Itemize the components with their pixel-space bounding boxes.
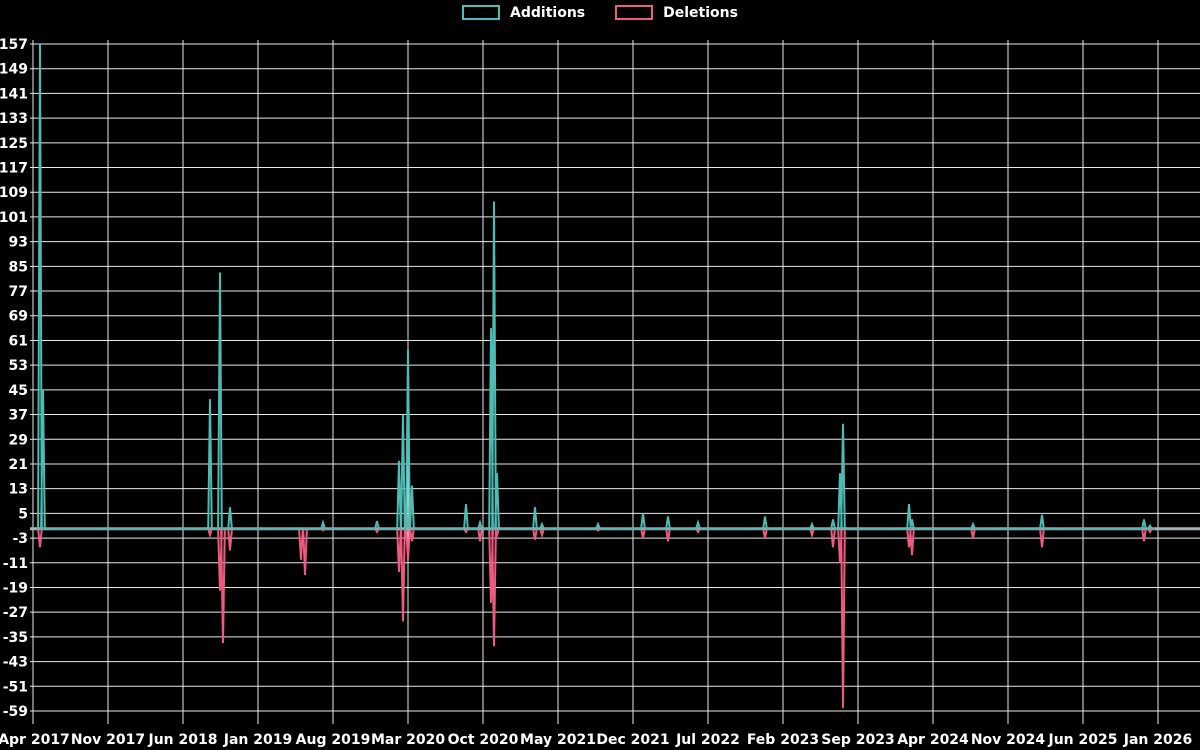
y-tick-label: 157: [0, 37, 28, 53]
deletions-legend-label: Deletions: [663, 4, 738, 21]
additions-legend-label: Additions: [510, 4, 586, 21]
x-tick-label: Jul 2022: [675, 732, 740, 748]
y-tick-label: 53: [9, 358, 28, 374]
y-tick-label: 37: [9, 408, 28, 424]
y-tick-label: 5: [18, 506, 28, 522]
y-tick-label: 125: [0, 136, 28, 152]
y-tick-label: 141: [0, 86, 28, 102]
y-tick-label: -19: [3, 580, 28, 596]
y-tick-label: -35: [3, 630, 28, 646]
y-tick-label: 77: [9, 284, 28, 300]
additions-series-line: [37, 43, 1155, 530]
x-tick-label: Feb 2023: [747, 732, 819, 748]
y-tick-label: 101: [0, 210, 28, 226]
y-tick-label: 149: [0, 62, 28, 78]
y-tick-label: -59: [3, 704, 28, 720]
y-tick-label: 117: [0, 161, 28, 177]
x-tick-label: Mar 2020: [371, 732, 445, 748]
y-tick-label: 109: [0, 185, 28, 201]
legend-item-additions[interactable]: Additions: [462, 5, 585, 20]
y-tick-label: 29: [9, 432, 28, 448]
y-tick-label: -11: [3, 556, 28, 572]
y-tick-label: 85: [9, 259, 28, 275]
y-tick-label: 69: [9, 309, 28, 325]
additions-swatch: [462, 5, 501, 20]
y-tick-label: -43: [3, 655, 28, 671]
deletions-series-line: [37, 527, 1155, 708]
x-tick-label: Jun 2018: [148, 732, 218, 748]
y-tick-label: -3: [12, 531, 28, 547]
y-tick-label: 45: [9, 383, 28, 399]
x-tick-label: Sep 2023: [821, 732, 894, 748]
x-tick-label: Nov 2024: [971, 732, 1046, 748]
y-tick-label: 21: [9, 457, 28, 473]
x-tick-label: Jan 2019: [223, 732, 292, 748]
y-tick-label: 93: [9, 235, 28, 251]
y-tick-label: 13: [9, 482, 28, 498]
x-tick-label: Nov 2017: [71, 732, 145, 748]
x-tick-label: Aug 2019: [296, 732, 371, 748]
y-tick-label: 61: [9, 333, 28, 349]
y-tick-label: 133: [0, 111, 28, 127]
x-tick-label: Jun 2025: [1048, 732, 1118, 748]
x-tick-label: Oct 2020: [448, 732, 519, 748]
x-tick-label: Jan 2026: [1123, 732, 1192, 748]
y-tick-label: -27: [3, 605, 28, 621]
x-tick-label: Apr 2024: [897, 732, 969, 748]
x-tick-label: May 2021: [520, 732, 596, 748]
x-tick-label: Apr 2017: [0, 732, 70, 748]
x-tick-label: Dec 2021: [596, 732, 669, 748]
chart-legend: Additions Deletions: [0, 5, 1200, 20]
y-tick-label: -51: [3, 679, 28, 695]
deletions-swatch: [615, 5, 654, 20]
legend-item-deletions[interactable]: Deletions: [615, 5, 738, 20]
